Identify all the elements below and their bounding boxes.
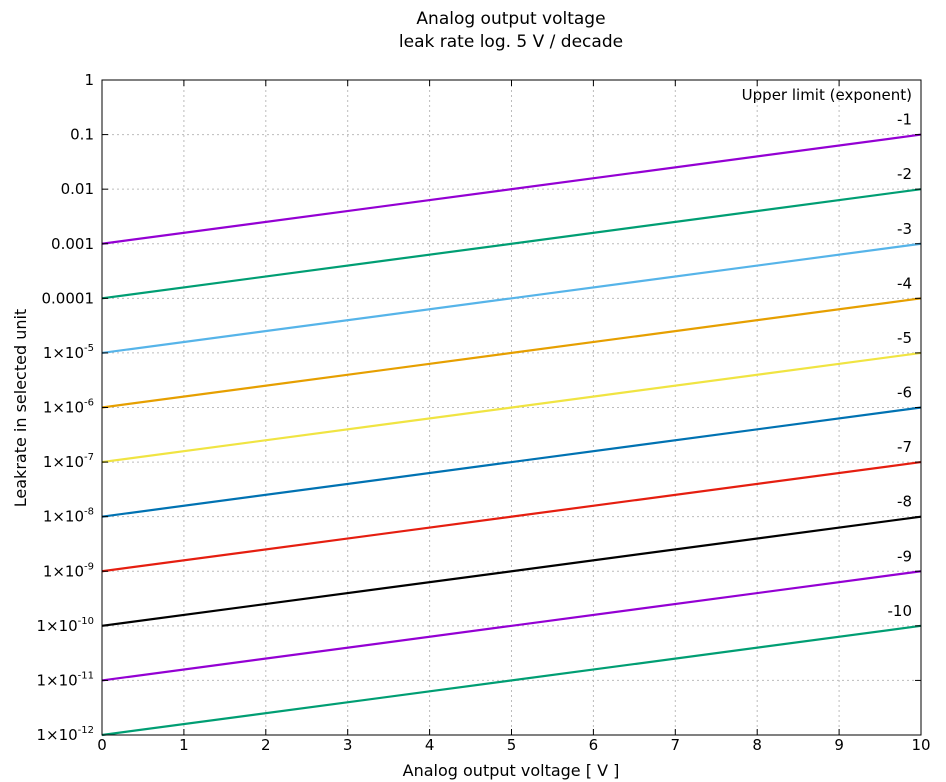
- series-label: -10: [888, 602, 913, 620]
- y-tick-base: 1×10: [36, 671, 77, 689]
- series-labels: -1 -2 -3 -4 -5 -6 -7 -8 -9 -10: [888, 111, 913, 620]
- y-tick-base: 1×10: [43, 508, 84, 526]
- series-line: [101, 570, 922, 682]
- x-tick-label: 6: [589, 736, 599, 754]
- y-tick-label: 1×10-8: [43, 507, 94, 526]
- series-lines: [101, 133, 922, 737]
- x-tick-label: 10: [911, 736, 930, 754]
- y-tick-base: 1×10: [43, 399, 84, 417]
- x-tick-label: 1: [179, 736, 189, 754]
- y-tick-label: 1×10-7: [43, 452, 94, 471]
- series-label: -5: [897, 329, 912, 347]
- y-tick-label: 0.1: [70, 126, 94, 144]
- y-tick-base: 0.001: [51, 235, 94, 253]
- series-label: -6: [897, 384, 912, 402]
- legend-title: Upper limit (exponent): [742, 86, 912, 104]
- series-label: -1: [897, 111, 912, 129]
- y-tick-label: 1×10-6: [43, 398, 94, 417]
- series-label: -4: [897, 274, 912, 292]
- x-tick-label: 4: [425, 736, 435, 754]
- y-tick-label: 0.0001: [42, 289, 95, 307]
- y-tick-label: 0.01: [61, 180, 94, 198]
- x-tick-label: 7: [671, 736, 681, 754]
- y-tick-base: 0.01: [61, 180, 94, 198]
- series-line: [101, 133, 922, 245]
- y-tick-exponent: -12: [78, 725, 94, 736]
- y-tick-exponent: -7: [84, 452, 94, 463]
- tick-labels: 0 1 2 3 4 5 6 7 8 9 1010.10.010.0010.00011×10-51×1…: [36, 71, 930, 754]
- x-tick-label: 8: [752, 736, 762, 754]
- y-tick-base: 1×10: [36, 617, 77, 635]
- axis-ticks: [101, 79, 922, 736]
- y-tick-label: 1×10-9: [43, 561, 94, 580]
- y-tick-exponent: -6: [84, 398, 94, 409]
- y-tick-exponent: -8: [84, 507, 94, 518]
- grid: [102, 80, 921, 735]
- x-axis-label: Analog output voltage [ V ]: [403, 761, 620, 780]
- series-line: [101, 188, 922, 300]
- x-tick-label: 3: [343, 736, 353, 754]
- series-line: [101, 297, 922, 409]
- chart-title: Analog output voltage: [416, 9, 605, 29]
- y-tick-base: 1×10: [43, 562, 84, 580]
- y-axis-label: Leakrate in selected unit: [11, 309, 30, 507]
- series-line: [101, 460, 922, 573]
- chart-subtitle: leak rate log. 5 V / decade: [399, 32, 623, 52]
- y-tick-exponent: -11: [78, 670, 94, 681]
- series-label: -3: [897, 220, 912, 238]
- y-tick-base: 1×10: [43, 344, 84, 362]
- y-tick-base: 1×10: [36, 726, 77, 744]
- y-tick-base: 0.0001: [42, 289, 95, 307]
- y-tick-exponent: -9: [84, 561, 94, 572]
- series-line: [101, 406, 922, 518]
- y-tick-label: 1×10-5: [43, 343, 94, 362]
- series-label: -9: [897, 547, 912, 565]
- series-line: [101, 242, 922, 355]
- x-tick-label: 9: [834, 736, 844, 754]
- x-tick-label: 2: [261, 736, 271, 754]
- y-tick-label: 0.001: [51, 235, 94, 253]
- series-label: -8: [897, 493, 912, 511]
- series-line: [101, 515, 922, 627]
- y-tick-label: 1: [84, 71, 94, 89]
- series-line: [101, 351, 922, 464]
- series-label: -2: [897, 165, 912, 183]
- y-tick-base: 1: [84, 71, 94, 89]
- y-tick-base: 0.1: [70, 126, 94, 144]
- y-tick-label: 1×10-10: [36, 616, 94, 635]
- y-tick-label: 1×10-11: [36, 670, 94, 689]
- x-tick-label: 5: [507, 736, 517, 754]
- series-line: [101, 624, 922, 737]
- y-tick-exponent: -10: [78, 616, 94, 627]
- series-label: -7: [897, 438, 912, 456]
- y-tick-label: 1×10-12: [36, 725, 94, 744]
- y-tick-exponent: -5: [84, 343, 94, 354]
- x-tick-label: 0: [97, 736, 107, 754]
- y-tick-base: 1×10: [43, 453, 84, 471]
